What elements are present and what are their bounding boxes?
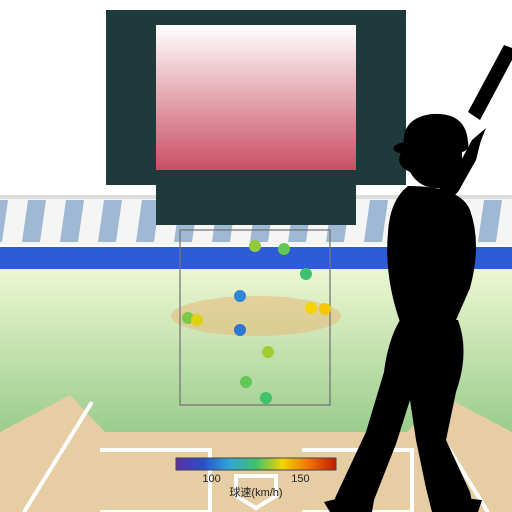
pitch-marker	[260, 392, 272, 404]
pitch-marker	[262, 346, 274, 358]
pitch-marker	[278, 243, 290, 255]
legend-tick-label: 100	[202, 473, 220, 485]
pitch-marker	[300, 268, 312, 280]
pitch-marker	[319, 303, 331, 315]
pitch-marker	[240, 376, 252, 388]
pitch-marker	[191, 314, 203, 326]
pitch-marker	[234, 290, 246, 302]
pitch-marker	[249, 240, 261, 252]
pitch-marker	[305, 302, 317, 314]
pitch-location-chart: 100 150 球速(km/h)	[0, 0, 512, 512]
legend-title: 球速(km/h)	[229, 485, 282, 499]
pitch-marker	[234, 324, 246, 336]
legend-tick-label: 150	[291, 473, 309, 485]
